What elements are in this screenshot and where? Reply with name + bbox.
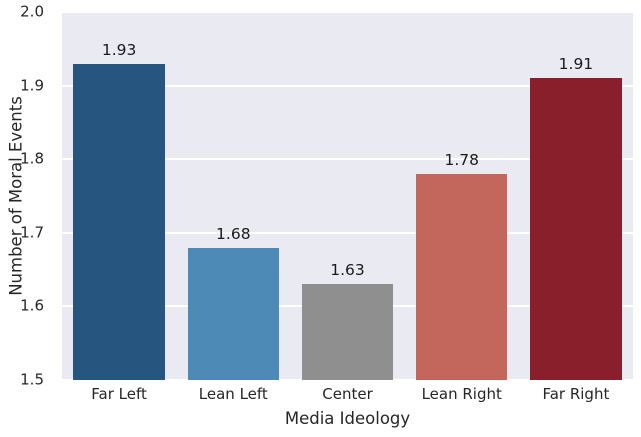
y-tick-label: 1.8	[20, 149, 44, 168]
bar-slot: 1.78	[405, 12, 519, 380]
bar-value-label: 1.68	[216, 224, 251, 243]
bar-value-label: 1.78	[444, 150, 479, 169]
x-tick-label: Lean Left	[198, 385, 268, 403]
bar-value-label: 1.93	[101, 40, 137, 59]
x-tick-label: Far Left	[91, 385, 147, 403]
x-axis-label: Media Ideology	[284, 409, 411, 428]
y-tick-label: 1.5	[20, 370, 44, 389]
gridline	[62, 379, 633, 381]
y-tick-label: 1.9	[20, 76, 44, 95]
x-tick-label: Center	[322, 385, 373, 403]
bar-far-left	[73, 63, 165, 380]
plot-area: 1.93 1.68 1.63 1.78 1.91	[62, 11, 633, 381]
bar-lean-right	[416, 173, 508, 380]
y-tick-labels: 1.5 1.6 1.7 1.8 1.9 2.0	[0, 4, 56, 387]
x-tick-labels: Far Left Lean Left Center Lean Right Far Rig…	[62, 385, 633, 403]
bar-slot: 1.93	[62, 12, 176, 380]
bar-far-right	[530, 78, 622, 380]
y-tick-label: 1.7	[20, 223, 44, 242]
bar-value-label: 1.63	[330, 261, 365, 280]
x-tick-label: Lean Right	[421, 385, 502, 403]
y-tick-label: 1.6	[20, 296, 44, 315]
x-tick-label: Far Right	[542, 385, 610, 403]
gridline	[62, 231, 633, 234]
bar-lean-left	[187, 247, 279, 380]
gridline	[62, 158, 633, 161]
bar-slot: 1.91	[519, 12, 633, 380]
y-tick-label: 2.0	[20, 2, 44, 21]
bars-row: 1.93 1.68 1.63 1.78 1.91	[62, 12, 633, 380]
gridline	[62, 84, 633, 87]
gridline	[62, 11, 633, 13]
bar-slot: 1.63	[290, 12, 404, 380]
bar-slot: 1.68	[176, 12, 290, 380]
bar-center	[301, 284, 394, 380]
bar-value-label: 1.91	[558, 55, 594, 74]
